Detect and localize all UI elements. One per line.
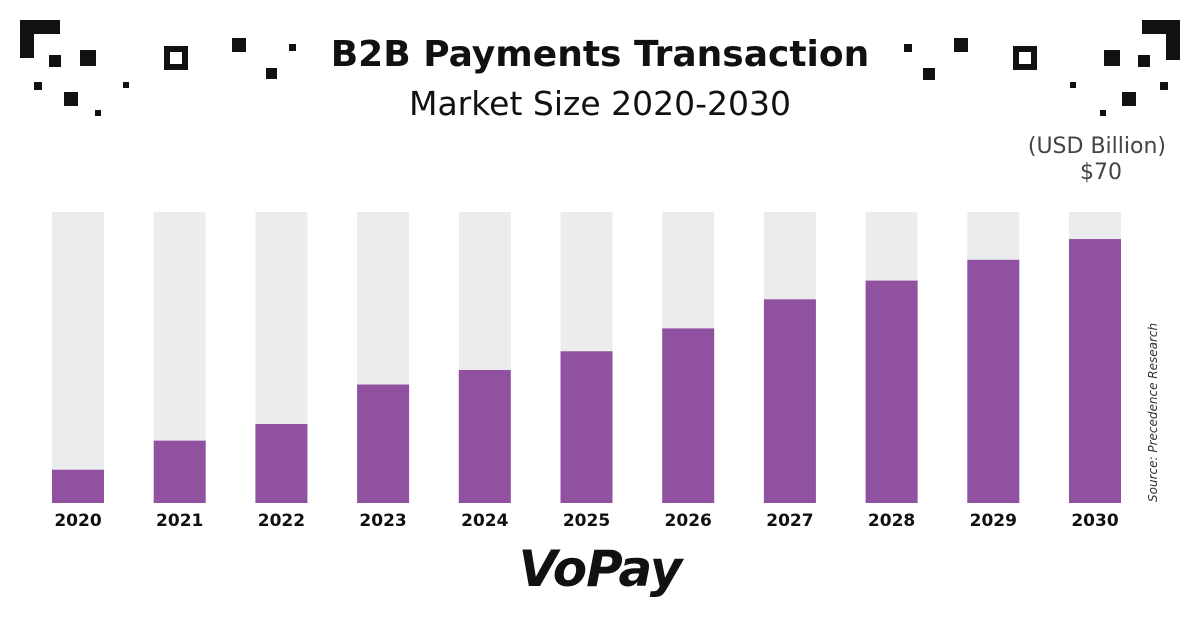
x-tick-label-2030: 2030 <box>1071 511 1118 531</box>
bar-2025 <box>560 351 613 503</box>
brand-logo: VoPay <box>518 540 683 598</box>
x-tick-label-2025: 2025 <box>563 511 610 531</box>
x-tick-label-2021: 2021 <box>156 511 203 531</box>
bar-2028 <box>865 280 918 503</box>
bar-2020 <box>52 469 104 503</box>
chart-subtitle: Market Size 2020-2030 <box>408 84 792 123</box>
x-tick-label-2024: 2024 <box>461 511 508 531</box>
source-note: Source: Precedence Research <box>1146 322 1160 502</box>
bar-2024 <box>458 369 511 503</box>
unit-label: (USD Billion) <box>1027 134 1166 159</box>
x-tick-label-2028: 2028 <box>868 511 915 531</box>
x-tick-label-2027: 2027 <box>766 511 813 531</box>
x-tick-label-2026: 2026 <box>665 511 712 531</box>
x-tick-label-2020: 2020 <box>54 511 101 531</box>
bar-2029 <box>967 259 1020 503</box>
x-tick-label-2022: 2022 <box>258 511 305 531</box>
bar-track-2020 <box>52 212 104 503</box>
bar-2023 <box>357 384 410 503</box>
max-value-label: $70 <box>1080 160 1122 185</box>
bar-2021 <box>153 440 206 503</box>
x-tick-label-2029: 2029 <box>970 511 1017 531</box>
bar-2027 <box>763 299 816 503</box>
bar-2022 <box>255 424 308 503</box>
bar-2026 <box>662 328 715 503</box>
bar-2030 <box>1069 239 1121 503</box>
pixel-decoration <box>20 20 1180 116</box>
chart-title: B2B Payments Transaction <box>330 34 870 75</box>
x-tick-label-2023: 2023 <box>359 511 406 531</box>
